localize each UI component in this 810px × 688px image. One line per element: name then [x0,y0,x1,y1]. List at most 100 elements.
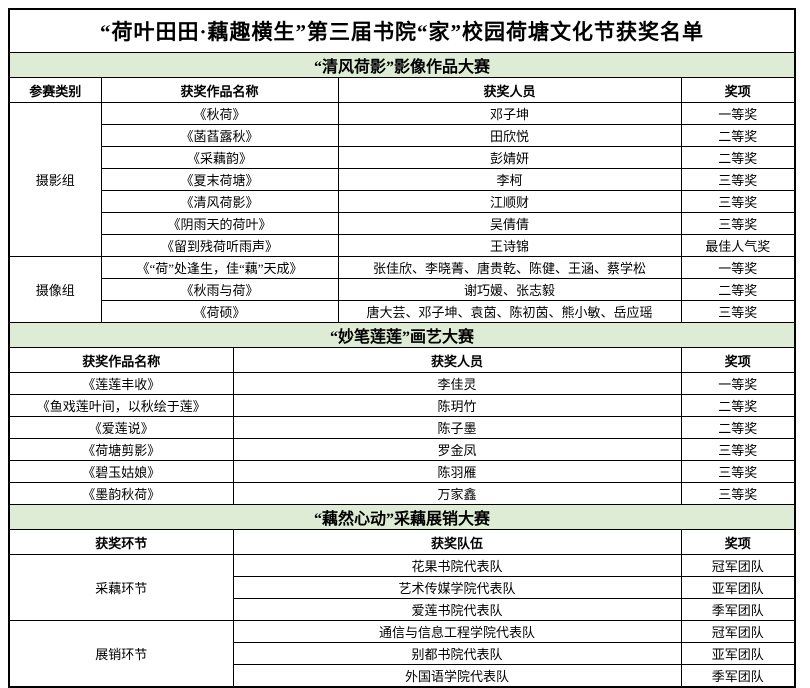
work-title-cell: 《阴雨天的荷叶》 [100,212,339,235]
work-title-cell: 《碧玉姑娘》 [8,460,234,483]
column-header-award: 奖项 [680,77,796,103]
section-heading-lotus-market: “藕然心动”采藕展销大赛 [8,504,796,530]
award-cell: 二等奖 [680,278,796,301]
award-cell: 三等奖 [680,460,796,483]
column-header-person: 获奖人员 [337,77,682,103]
work-title-cell: 《莲莲丰收》 [8,372,234,395]
award-cell: 二等奖 [680,416,796,439]
table-row: “藕然心动”采藕展销大赛 [8,504,796,530]
table-row: 采藕环节 花果书院代表队 冠军团队 [8,554,796,621]
team-cell: 花果书院代表队 [232,554,682,577]
award-cell: 一等奖 [680,102,796,125]
award-cell: 三等奖 [680,300,796,323]
winner-cell: 邓子坤 [337,102,682,125]
work-title-cell: 《鱼戏莲叶间，以秋绘于莲》 [8,394,234,417]
work-title-cell: 《荷硕》 [100,300,339,323]
column-header-team: 获奖队伍 [232,529,682,555]
winner-cell: 李柯 [337,168,682,191]
table-header-row: 获奖环节 获奖队伍 奖项 [8,529,796,555]
work-title-cell: 《清风荷影》 [100,190,339,213]
winner-cell: 江顺财 [337,190,682,213]
work-title-cell: 《菡萏露秋》 [100,124,339,147]
table-row: “妙笔莲莲”画艺大赛 [8,322,796,348]
team-cell: 爱莲书院代表队 [232,598,682,621]
award-cell: 三等奖 [680,190,796,213]
table-row: 《碧玉姑娘》 陈羽雁 三等奖 [8,460,796,483]
category-cell: 采藕环节 [8,554,234,621]
award-cell: 季军团队 [680,664,796,688]
table-row: 《阴雨天的荷叶》 吴倩倩 三等奖 [9,212,796,235]
winner-cell: 唐大芸、邓子坤、袁茵、陈初茵、熊小敏、岳应瑶 [337,300,682,323]
table-row: 《莲莲丰收》 李佳灵 一等奖 [8,372,796,395]
column-header-category: 参赛类别 [8,77,102,103]
award-cell: 一等奖 [680,256,796,279]
award-cell: 二等奖 [680,124,796,147]
award-cell: 冠军团队 [680,620,796,643]
column-header-stage: 获奖环节 [8,529,234,555]
section-heading-painting: “妙笔莲莲”画艺大赛 [8,322,796,348]
category-cell: 摄影组 [8,102,102,257]
winner-cell: 彭婧妍 [337,146,682,169]
winner-cell: 王诗锦 [337,234,682,257]
work-title-cell: 《秋荷》 [100,102,339,125]
award-cell: 季军团队 [680,598,796,621]
column-header-work: 获奖作品名称 [8,347,234,373]
award-cell: 三等奖 [680,438,796,461]
award-cell: 三等奖 [680,212,796,235]
work-title-cell: 《爱莲说》 [8,416,234,439]
team-cell: 通信与信息工程学院代表队 [232,620,682,643]
table-row: 《秋雨与荷》 谢巧媛、张志毅 二等奖 [9,278,796,301]
page-title: “荷叶田田·藕趣横生”第三届书院“家”校园荷塘文化节获奖名单 [8,8,796,53]
work-title-cell: 《墨韵秋荷》 [8,482,234,505]
team-cell: 外国语学院代表队 [232,664,682,688]
table-row: 摄像组 《“荷”处逢生，佳“藕”天成》 张佳欣、李晓菁、唐贵乾、陈健、王涵、蔡学… [8,256,796,323]
category-cell: 展销环节 [8,620,234,688]
winner-cell: 陈羽雁 [232,460,682,483]
winner-cell: 陈子墨 [232,416,682,439]
award-cell: 二等奖 [680,394,796,417]
work-title-cell: 《采藕韵》 [100,146,339,169]
award-cell: 三等奖 [680,168,796,191]
table-row: 《清风荷影》 江顺财 三等奖 [9,190,796,213]
table-row: 《荷硕》 唐大芸、邓子坤、袁茵、陈初茵、熊小敏、岳应瑶 三等奖 [9,300,796,323]
table-row: 摄影组 《秋荷》 邓子坤 一等奖 [8,102,796,257]
table-row: 《墨韵秋荷》 万家鑫 三等奖 [8,482,796,505]
winner-cell: 张佳欣、李晓菁、唐贵乾、陈健、王涵、蔡学松 [337,256,682,279]
table-header-row: 参赛类别 获奖作品名称 获奖人员 奖项 [8,77,796,103]
award-cell: 冠军团队 [680,554,796,577]
winner-cell: 万家鑫 [232,482,682,505]
award-cell: 亚军团队 [680,642,796,665]
table-row: “清风荷影”影像作品大赛 [8,52,796,78]
winner-cell: 罗金凤 [232,438,682,461]
winner-cell: 田欣悦 [337,124,682,147]
award-cell: 一等奖 [680,372,796,395]
table-row: 展销环节 通信与信息工程学院代表队 冠军团队 [8,620,796,688]
section-heading-photo-video: “清风荷影”影像作品大赛 [8,52,796,78]
awards-table: “荷叶田田·藕趣横生”第三届书院“家”校园荷塘文化节获奖名单 “清风荷影”影像作… [8,8,797,688]
winner-cell: 李佳灵 [232,372,682,395]
award-cell: 二等奖 [680,146,796,169]
table-row: 《夏末荷塘》 李柯 三等奖 [9,168,796,191]
winner-cell: 谢巧媛、张志毅 [337,278,682,301]
work-title-cell: 《荷塘剪影》 [8,438,234,461]
work-title-cell: 《“荷”处逢生，佳“藕”天成》 [100,256,339,279]
table-row: 《菡萏露秋》 田欣悦 二等奖 [9,124,796,147]
work-title-cell: 《秋雨与荷》 [100,278,339,301]
table-row: “荷叶田田·藕趣横生”第三届书院“家”校园荷塘文化节获奖名单 [8,8,796,53]
award-cell: 最佳人气奖 [680,234,796,257]
column-header-person: 获奖人员 [232,347,682,373]
award-cell: 亚军团队 [680,576,796,599]
work-title-cell: 《夏末荷塘》 [100,168,339,191]
table-row: 《采藕韵》 彭婧妍 二等奖 [9,146,796,169]
column-header-award: 奖项 [680,529,796,555]
category-cell: 摄像组 [8,256,102,323]
table-row: 《留到残荷听雨声》 王诗锦 最佳人气奖 [9,234,796,257]
table-row: 别都书院代表队 亚军团队 [9,642,796,665]
table-row: 《爱莲说》 陈子墨 二等奖 [8,416,796,439]
team-cell: 别都书院代表队 [232,642,682,665]
table-header-row: 获奖作品名称 获奖人员 奖项 [8,347,796,373]
winner-cell: 吴倩倩 [337,212,682,235]
column-header-award: 奖项 [680,347,796,373]
winner-cell: 陈玥竹 [232,394,682,417]
work-title-cell: 《留到残荷听雨声》 [100,234,339,257]
